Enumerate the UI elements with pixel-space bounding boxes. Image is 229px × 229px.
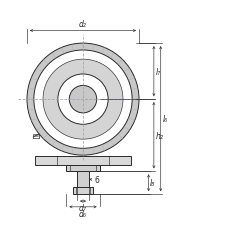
Bar xyxy=(66,165,99,172)
Text: d₇: d₇ xyxy=(79,203,87,212)
Circle shape xyxy=(58,75,108,125)
Bar xyxy=(73,188,93,194)
Text: h₂: h₂ xyxy=(155,131,163,140)
Text: l₈: l₈ xyxy=(150,179,155,188)
Circle shape xyxy=(27,44,138,155)
Text: l₇: l₇ xyxy=(155,67,160,76)
Text: d₂: d₂ xyxy=(79,20,87,29)
Text: d₆: d₆ xyxy=(79,209,87,218)
Polygon shape xyxy=(35,157,130,165)
Text: l₆: l₆ xyxy=(162,115,167,124)
Text: 6: 6 xyxy=(94,175,99,184)
Bar xyxy=(77,172,89,188)
Circle shape xyxy=(34,51,132,149)
Circle shape xyxy=(69,86,96,113)
Circle shape xyxy=(43,60,123,139)
